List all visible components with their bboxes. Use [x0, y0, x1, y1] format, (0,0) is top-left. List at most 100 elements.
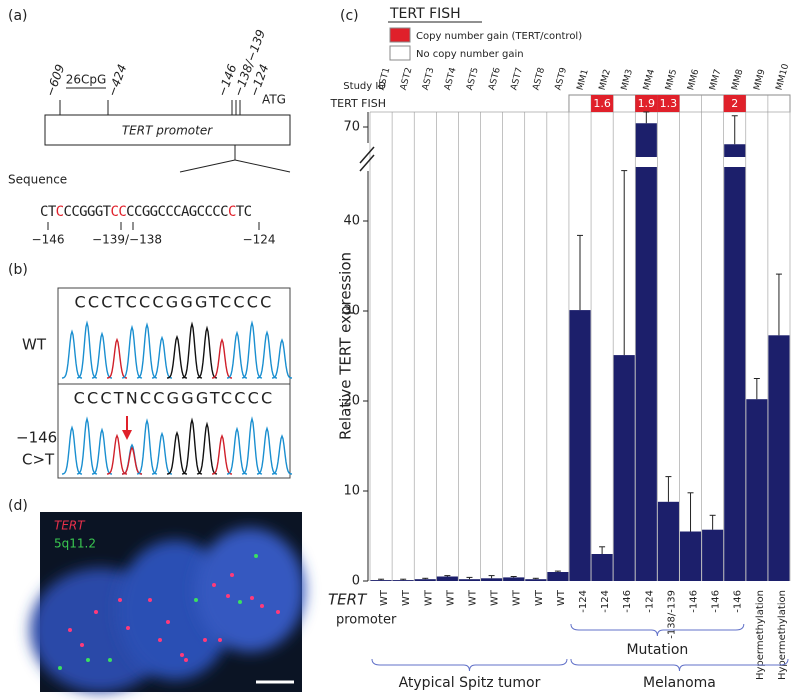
promoter-status: -146: [733, 590, 744, 613]
fish-value: 1.3: [660, 97, 678, 110]
trace-peak: [91, 331, 113, 379]
promoter-box: [44, 114, 291, 146]
y-tick-label: 0: [352, 574, 360, 589]
study-id: MM3: [620, 68, 635, 91]
study-id: AST4: [443, 66, 459, 91]
trace-peak: [151, 335, 173, 379]
trace-peak: [121, 443, 143, 475]
axis-break: [359, 154, 375, 172]
study-id: MM7: [708, 68, 723, 91]
bar: [370, 580, 392, 581]
promoter-status: WT: [379, 589, 390, 606]
bar: [635, 123, 657, 157]
group-brace-label: Mutation: [626, 642, 688, 658]
promoter-status: Hypermethylation: [755, 590, 766, 680]
study-id: MM5: [664, 68, 679, 91]
fish-signal: [194, 598, 198, 602]
trace-peak: [136, 418, 158, 475]
legend-label: Copy number gain (TERT/control): [416, 31, 582, 42]
study-id: MM9: [752, 68, 767, 91]
fish-signal: [68, 628, 72, 632]
bar: [392, 580, 414, 581]
group-brace-label: Melanoma: [643, 675, 716, 691]
promoter-status: WT: [401, 589, 412, 606]
zoom-line: [234, 159, 291, 173]
group-brace-label: Atypical Spitz tumor: [399, 675, 541, 691]
promoter-status: -124: [644, 590, 655, 613]
row-label: C>T: [22, 451, 55, 469]
sequence: CTCCCGGGTCCCCGGCCCAGCCCCCTC: [40, 204, 252, 220]
promoter-label: TERT promoter: [122, 124, 213, 138]
promoter-status: WT: [423, 589, 434, 606]
fish-gain: [591, 95, 614, 112]
bar: [724, 144, 746, 157]
axis-break: [359, 146, 375, 164]
fish-value: 2: [731, 97, 738, 110]
study-id: AST8: [531, 66, 547, 91]
panel-label: (c): [340, 8, 359, 24]
bar: [679, 531, 702, 581]
row-label: TERT FISH: [329, 97, 386, 110]
trace-peak: [256, 330, 278, 379]
panel-label: (b): [8, 262, 28, 278]
bar: [458, 579, 481, 581]
fish-signal: [118, 598, 122, 602]
fish-signal: [126, 626, 130, 630]
study-id: MM1: [576, 68, 591, 91]
legend-label: No copy number gain: [416, 49, 524, 60]
bar: [414, 579, 436, 581]
trace-peak: [241, 320, 263, 379]
probe-label: 5q11.2: [54, 537, 96, 551]
panel-label: (d): [8, 498, 28, 514]
fish-signal: [184, 658, 188, 662]
y-tick-label: 20: [343, 394, 360, 409]
panel-label: (a): [8, 8, 28, 24]
read-sequence: CCCTNCCGGGTCCCC: [74, 389, 275, 408]
trace-peak: [106, 433, 128, 475]
row-label: promoter: [336, 613, 397, 628]
y-tick-label: 30: [343, 304, 360, 319]
fish-signal: [80, 643, 84, 647]
trace-peak: [226, 426, 248, 475]
trace-peak: [166, 430, 188, 475]
seq-site: −146: [32, 233, 65, 247]
trace-peak: [181, 321, 203, 379]
bar: [746, 399, 768, 581]
fish-signal: [212, 583, 216, 587]
seq-site: −139/−138: [92, 233, 162, 247]
trace-peak: [76, 416, 98, 475]
bar: [724, 167, 746, 581]
fish-value: 1.6: [593, 97, 611, 110]
sequence-segment: C: [228, 204, 236, 220]
fish-signal: [238, 600, 242, 604]
fish-gain: [657, 95, 680, 112]
site-label: 26CpG: [66, 73, 107, 87]
trace-peak: [106, 337, 128, 379]
bar: [569, 310, 591, 581]
bar: [481, 578, 503, 581]
trace-peak: [151, 431, 173, 475]
trace-peak: [91, 427, 113, 475]
study-id: AST2: [399, 67, 415, 92]
sequence-label: Sequence: [8, 173, 67, 187]
trace-peak: [136, 322, 158, 379]
promoter-status: -138/-139: [666, 590, 677, 639]
group-brace: [371, 658, 568, 672]
sequence-segment: CCGGCCCAGCCCC: [126, 204, 228, 220]
bar: [436, 576, 458, 581]
bar: [657, 501, 679, 581]
row-label: Study ID: [343, 81, 386, 92]
fish-signal: [108, 658, 112, 662]
trace-peak: [76, 320, 98, 379]
study-id: AST5: [465, 67, 481, 92]
trace-peak: [121, 446, 143, 475]
y-tick-label: 70: [343, 120, 360, 135]
trace-peak: [181, 417, 203, 475]
trace-peak: [166, 334, 188, 379]
fish-signal: [254, 554, 258, 558]
bar: [591, 554, 613, 581]
study-id: AST3: [421, 67, 437, 92]
bar: [702, 529, 724, 581]
probe-label: TERT: [54, 519, 86, 533]
